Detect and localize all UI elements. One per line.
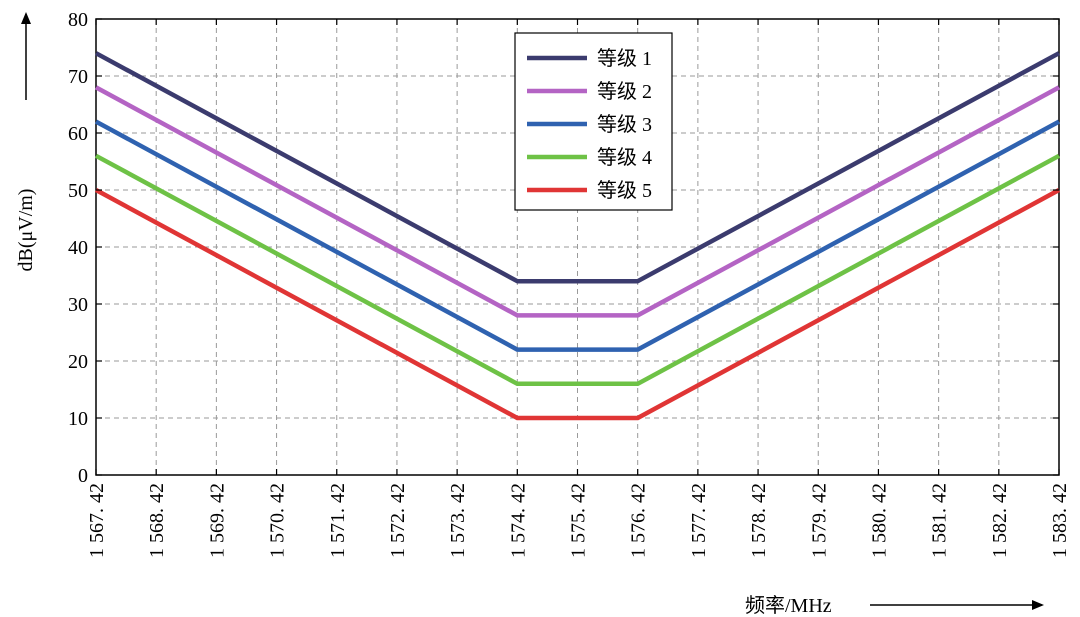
x-axis-ticks: 1 567. 42 1 568. 42 1 569. 42 1 570. 42 1 57… [86,19,1071,558]
y-tick-label: 40 [68,237,88,259]
x-tick-label: 1 575. 42 [568,483,590,558]
x-tick-label: 1 574. 42 [507,483,529,558]
x-tick-label: 1 583. 42 [1049,483,1071,558]
legend-label: 等级 1 [597,47,652,70]
legend-label: 等级 3 [597,113,652,136]
x-tick-label: 1 567. 42 [86,483,108,558]
series-line-1 [94,51,1061,284]
legend-label: 等级 5 [597,179,652,202]
y-axis-ticks: 0 10 20 30 40 50 60 70 80 [68,9,1059,487]
y-tick-label: 30 [68,294,88,316]
x-tick-label: 1 571. 42 [327,483,349,558]
series-line-5 [94,188,1061,421]
x-tick-label: 1 578. 42 [748,483,770,558]
y-tick-label: 10 [68,408,88,430]
series-line-3 [94,119,1061,352]
x-tick-label: 1 581. 42 [929,483,951,558]
y-tick-label: 70 [68,66,88,88]
x-axis-title-group: 频率/MHz [745,594,1044,617]
x-tick-label: 1 580. 42 [868,483,890,558]
x-tick-label: 1 569. 42 [206,483,228,558]
series-line-2 [94,85,1061,318]
y-tick-label: 50 [68,180,88,202]
x-tick-label: 1 568. 42 [146,483,168,558]
x-tick-label: 1 576. 42 [628,483,650,558]
y-axis-title-group: dB(μV/m) [15,12,37,272]
y-axis-title: dB(μV/m) [15,189,37,272]
x-tick-label: 1 582. 42 [989,483,1011,558]
x-tick-label: 1 570. 42 [267,483,289,558]
legend-label: 等级 2 [597,80,652,103]
x-tick-label: 1 573. 42 [447,483,469,558]
legend: 等级 1 等级 2 等级 3 等级 4 等级 5 [514,32,673,211]
y-tick-label: 0 [78,465,88,487]
series-group [94,51,1061,421]
series-line-4 [94,153,1061,387]
x-tick-label: 1 579. 42 [808,483,830,558]
y-tick-label: 80 [68,9,88,31]
y-tick-label: 60 [68,123,88,145]
x-axis-title: 频率/MHz [745,594,832,617]
legend-box [514,32,673,211]
x-tick-label: 1 577. 42 [688,483,710,558]
x-tick-label: 1 572. 42 [387,483,409,558]
y-tick-label: 20 [68,351,88,373]
legend-label: 等级 4 [597,146,652,169]
